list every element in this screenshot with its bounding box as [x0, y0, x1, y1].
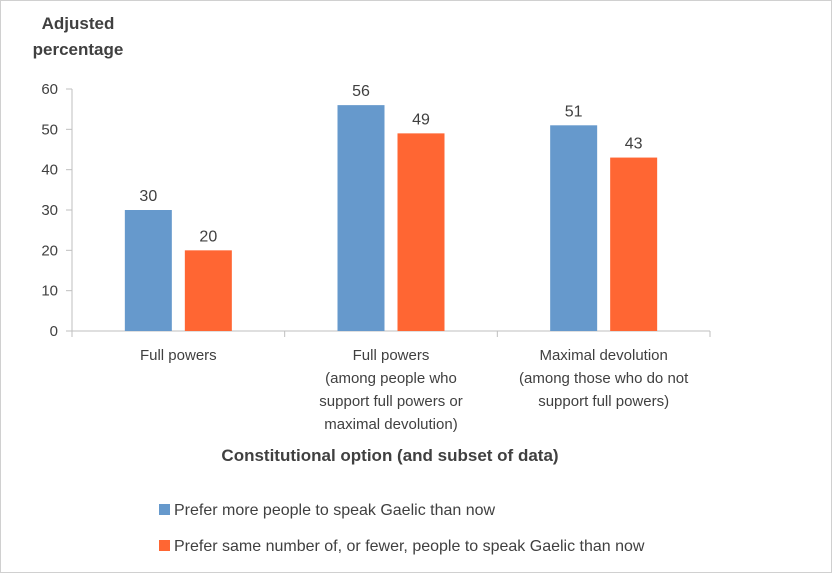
y-tick-label: 60 [41, 81, 58, 98]
y-tick-label: 10 [41, 283, 58, 300]
y-tick-label: 50 [41, 121, 58, 138]
y-tick-label: 40 [41, 162, 58, 179]
bars: 30 56 51 20 49 43 [124, 83, 658, 331]
legend-label: Prefer more people to speak Gaelic than … [174, 502, 496, 519]
x-axis [71, 330, 711, 337]
bar [337, 105, 385, 331]
data-label: 43 [625, 136, 643, 153]
bar [124, 210, 172, 331]
category-label: (among those who do not [519, 370, 689, 387]
category-label: support full powers or [319, 393, 462, 410]
y-axis-title-line-2: percentage [33, 40, 124, 59]
category-label: (among people who [325, 370, 457, 387]
category-label: Full powers [353, 347, 430, 364]
bar [184, 250, 232, 331]
y-tick-label: 20 [41, 242, 58, 259]
legend-swatch [159, 504, 170, 515]
y-tick-label: 0 [50, 323, 58, 340]
data-label: 30 [139, 188, 157, 205]
data-label: 49 [412, 111, 430, 128]
x-axis-title: Constitutional option (and subset of dat… [221, 446, 558, 465]
bar [550, 125, 598, 331]
bar [610, 157, 658, 331]
bar [397, 133, 445, 331]
category-labels: Full powers Full powers (among people who s… [140, 347, 689, 433]
category-label: support full powers) [538, 393, 669, 410]
category-label: Maximal devolution [539, 347, 667, 364]
data-label: 51 [565, 103, 583, 120]
y-axis: 0 10 20 30 40 50 60 [41, 81, 73, 340]
y-tick-label: 30 [41, 202, 58, 219]
data-label: 20 [199, 228, 217, 245]
data-label: 56 [352, 83, 370, 100]
legend-label: Prefer same number of, or fewer, people … [174, 538, 645, 555]
legend: Prefer more people to speak Gaelic than … [159, 502, 645, 555]
legend-swatch [159, 540, 170, 551]
y-axis-title-line-1: Adjusted [42, 14, 115, 33]
category-label: maximal devolution) [324, 416, 457, 433]
category-label: Full powers [140, 347, 217, 364]
